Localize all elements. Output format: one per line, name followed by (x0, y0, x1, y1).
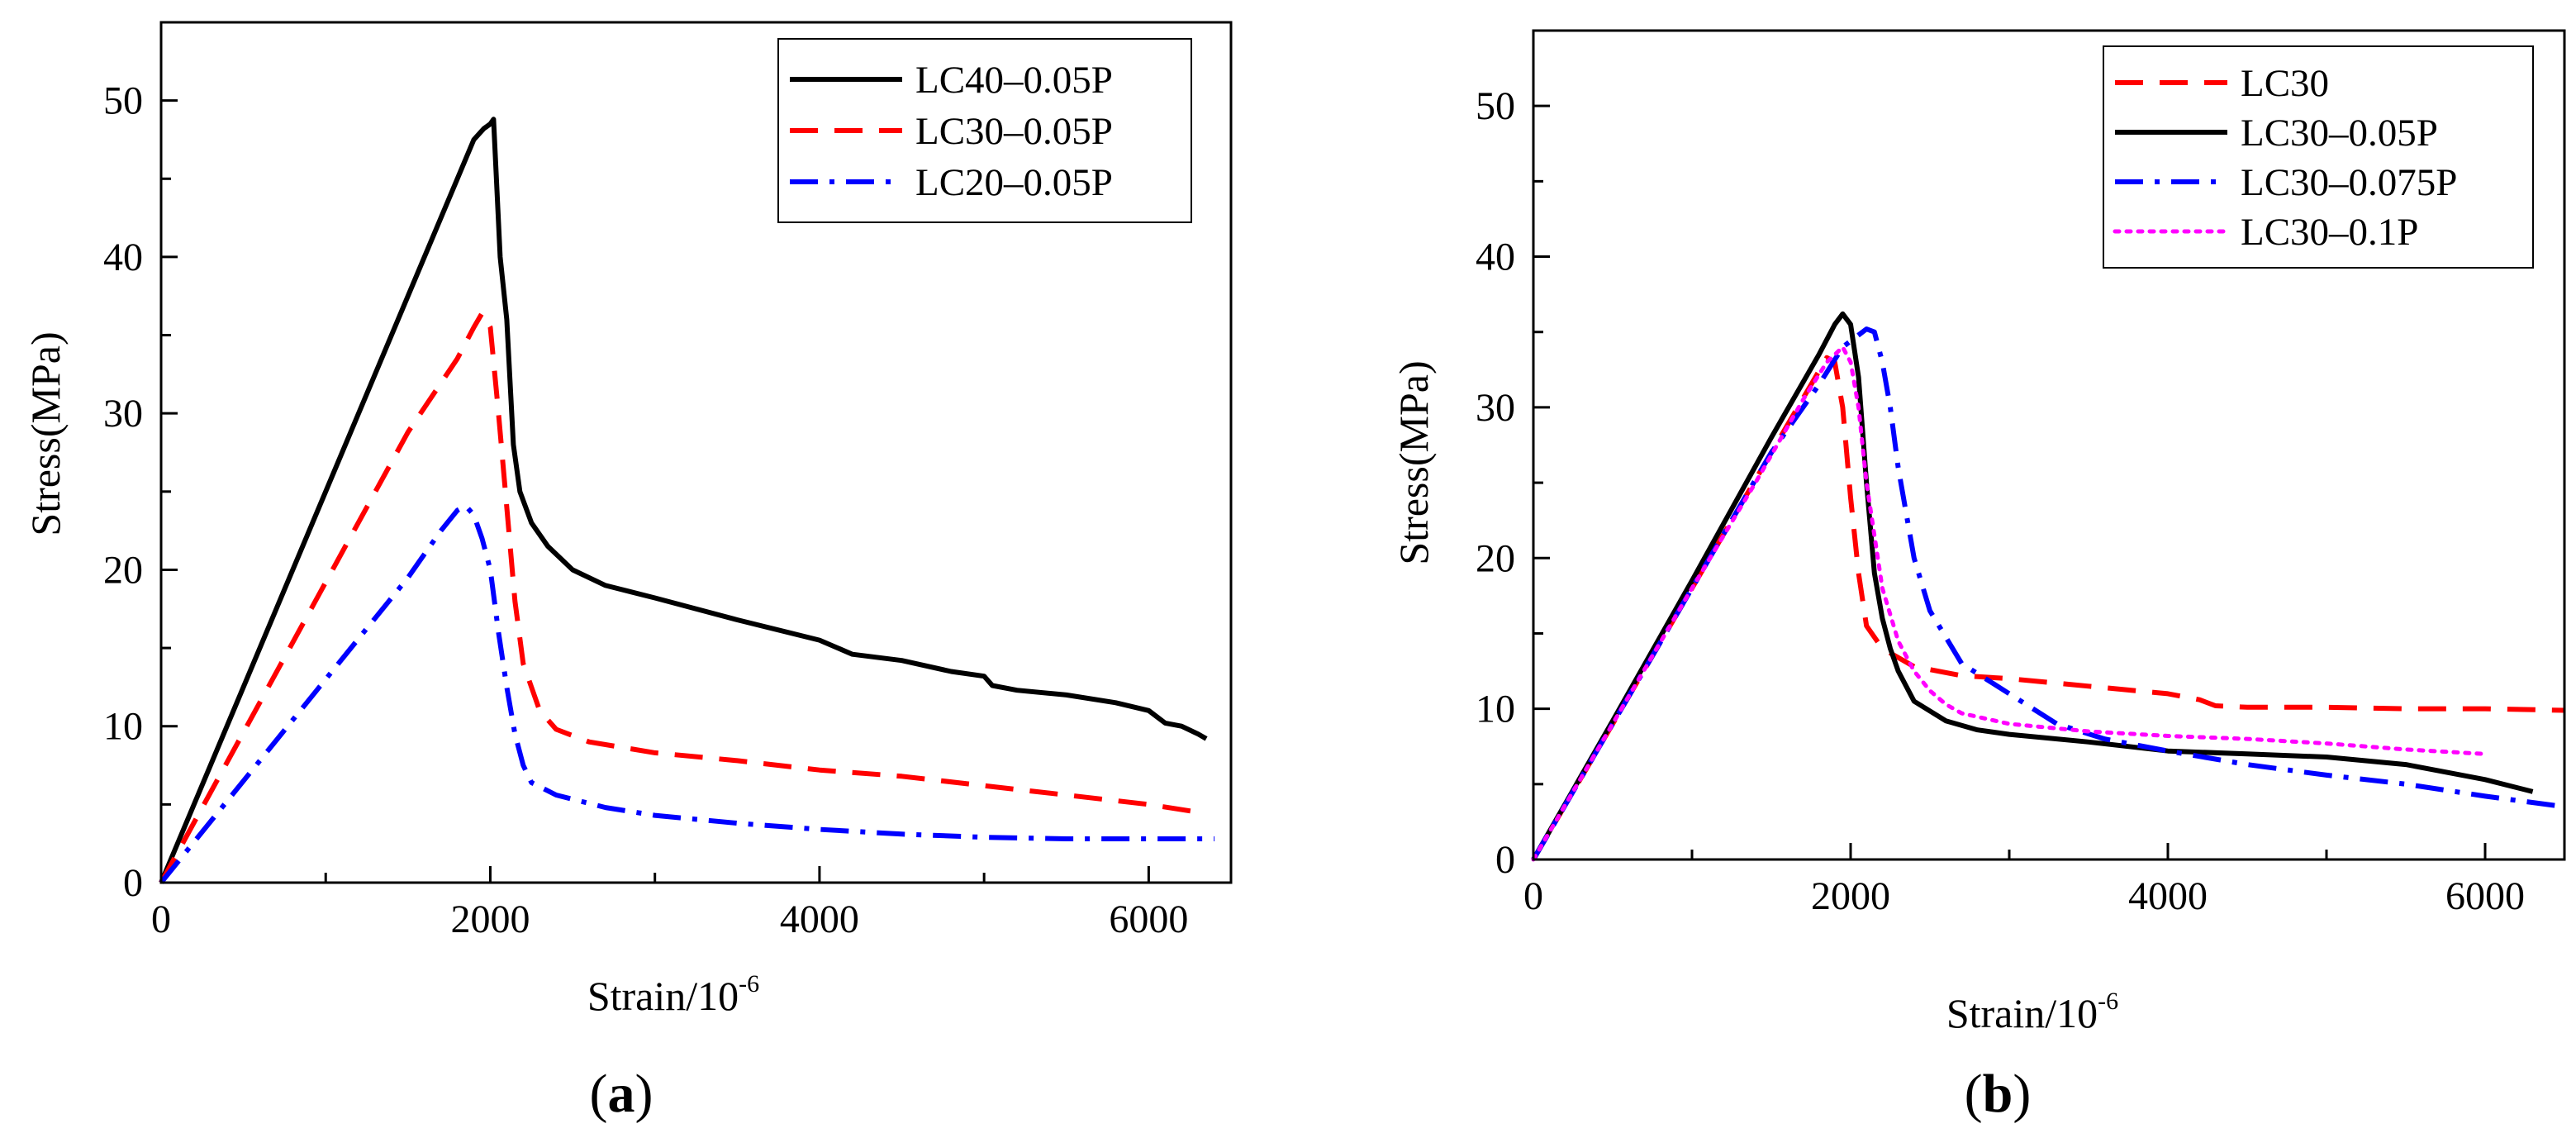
y-tick-label-b: 40 (1476, 236, 1515, 279)
y-tick-label-b: 10 (1476, 688, 1515, 731)
y-tick-label-b: 30 (1476, 386, 1515, 430)
y-axis-title-b: Stress(MPa) (1390, 360, 1437, 564)
x-tick-label-b: 2000 (1811, 874, 1890, 918)
legend-label-a-1: LC30–0.05P (915, 110, 1113, 153)
x-axis-title-b: Strain/10-6 (1946, 988, 2118, 1036)
legend-label-b-3: LC30–0.1P (2241, 211, 2418, 254)
x-tick-label-b: 0 (1523, 874, 1543, 918)
x-tick-label-a: 0 (151, 898, 171, 941)
legend-label-a-2: LC20–0.05P (915, 161, 1113, 204)
y-tick-label-a: 20 (103, 548, 143, 592)
series-line-b-3 (1531, 345, 2488, 862)
y-tick-label-a: 30 (103, 392, 143, 436)
legend-label-a-0: LC40–0.05P (915, 59, 1113, 102)
series-layer-b (1531, 311, 2565, 862)
panel-caption-a: (a) (590, 1064, 654, 1124)
series-line-b-2 (1531, 326, 2565, 861)
y-tick-label-b: 0 (1495, 838, 1515, 882)
y-tick-label-a: 10 (103, 705, 143, 749)
series-line-a-0 (159, 117, 1208, 884)
legend-b: LC30 LC30–0.05P LC30–0.075P LC30–0.1P (2103, 45, 2534, 269)
y-tick-label-b: 20 (1476, 536, 1515, 580)
x-axis-title-a: Strain/10-6 (587, 970, 759, 1019)
series-line-a-2 (159, 502, 1215, 884)
series-line-a-1 (159, 311, 1199, 884)
y-tick-label-a: 50 (103, 79, 143, 123)
series-layer-a (159, 117, 1215, 884)
x-tick-label-a: 4000 (780, 898, 859, 941)
y-tick-label-a: 0 (123, 861, 143, 905)
legend-label-b-1: LC30–0.05P (2241, 112, 2438, 155)
series-line-b-0 (1531, 355, 2565, 861)
x-tick-label-b: 6000 (2445, 874, 2525, 918)
x-tick-label-a: 2000 (450, 898, 530, 941)
chart-panel-a: 0 2000 4000 6000 0 10 20 30 40 50 Strain/10-6 Str… (22, 21, 1233, 1124)
x-tick-label-a: 6000 (1109, 898, 1188, 941)
plot-frame-a (159, 21, 1233, 884)
legend-label-b-2: LC30–0.075P (2241, 161, 2457, 204)
x-tick-label-b: 4000 (2128, 874, 2208, 918)
legend-label-b-0: LC30 (2241, 62, 2329, 105)
y-tick-label-b: 50 (1476, 84, 1515, 128)
panel-caption-b: (b) (1965, 1064, 2032, 1124)
chart-panel-b: 0 2000 4000 6000 0 10 20 30 40 50 Strain/10-6 Str… (1390, 29, 2566, 1124)
axes-layer-b: 0 2000 4000 6000 0 10 20 30 40 50 (1476, 29, 2566, 918)
legend-a: LC40–0.05P LC30–0.05P LC20–0.05P (777, 38, 1192, 223)
axes-layer-a: 0 2000 4000 6000 0 10 20 30 40 50 (103, 21, 1233, 941)
y-tick-label-a: 40 (103, 236, 143, 279)
y-axis-title-a: Stress(MPa) (22, 331, 69, 536)
series-line-b-1 (1531, 311, 2534, 861)
plot-frame-b (1532, 29, 2566, 861)
